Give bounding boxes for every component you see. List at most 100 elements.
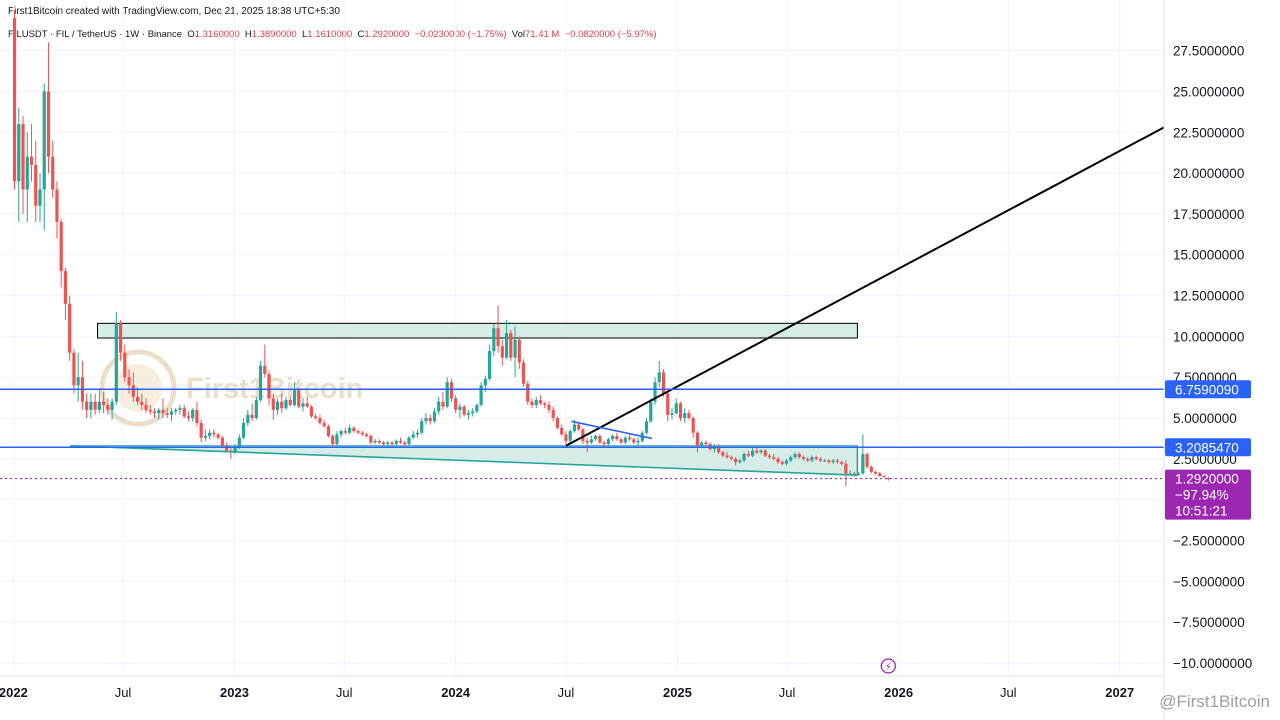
watermark-logo-icon bbox=[99, 349, 177, 427]
candle bbox=[140, 393, 144, 410]
candle-body bbox=[144, 404, 148, 410]
candle bbox=[623, 435, 627, 445]
candle-body bbox=[411, 434, 415, 438]
open-value: 1.3160000 bbox=[194, 29, 240, 40]
candle bbox=[326, 424, 331, 438]
candle-body bbox=[390, 442, 394, 445]
candle bbox=[700, 440, 704, 448]
candle-body bbox=[844, 463, 848, 474]
candle bbox=[818, 457, 823, 463]
candle-body bbox=[148, 409, 152, 412]
hline-price-tag bbox=[1165, 438, 1251, 457]
ohlc-legend: FILUSDT · FIL / TetherUS · 1W · Binance … bbox=[8, 29, 657, 40]
y-tick-label: 17.5000000 bbox=[1173, 207, 1244, 222]
low-value: 1.1610000 bbox=[307, 29, 353, 40]
candle-body bbox=[424, 418, 428, 422]
candle-body bbox=[636, 440, 640, 443]
candle-body bbox=[772, 457, 776, 459]
candle bbox=[500, 339, 504, 366]
candle bbox=[157, 408, 161, 420]
candle-body bbox=[318, 418, 322, 423]
candle-body bbox=[114, 323, 118, 402]
candle bbox=[619, 437, 623, 445]
candle bbox=[521, 359, 526, 388]
volume-change: −0.0820000 (−5.97%) bbox=[564, 29, 657, 40]
candle-body bbox=[360, 432, 364, 435]
candle-body bbox=[250, 414, 254, 419]
candle-body bbox=[577, 424, 581, 430]
candle-body bbox=[657, 372, 661, 383]
time-axis[interactable]: 2022 Jul 2023 Jul 2024 Jul 2025 Jul 2026 Jul 2027 bbox=[0, 685, 1134, 700]
candle-body bbox=[85, 401, 89, 410]
candle bbox=[356, 429, 360, 435]
candle bbox=[475, 403, 479, 414]
candle bbox=[292, 382, 297, 407]
candle-body bbox=[437, 401, 441, 412]
candle bbox=[275, 398, 280, 415]
candle bbox=[63, 267, 68, 321]
candle bbox=[636, 437, 640, 446]
x-tick-label: Jul bbox=[1000, 685, 1017, 700]
candle bbox=[763, 449, 767, 458]
candle bbox=[432, 408, 437, 423]
resistance-zone bbox=[97, 322, 858, 339]
candle bbox=[780, 460, 784, 466]
volume-label: Vol bbox=[511, 29, 525, 40]
candle bbox=[793, 452, 797, 459]
candle bbox=[801, 455, 806, 461]
falling-wedge-top bbox=[571, 420, 653, 440]
candle bbox=[610, 434, 615, 441]
candle-body bbox=[483, 378, 487, 386]
candle bbox=[882, 475, 886, 478]
candle bbox=[246, 409, 250, 427]
candle-body bbox=[729, 457, 733, 459]
candle-body bbox=[551, 409, 555, 419]
candle-body bbox=[517, 339, 521, 363]
candle-body bbox=[420, 421, 424, 433]
candle bbox=[314, 413, 318, 420]
hline-price-label: 6.7590090 bbox=[1175, 382, 1239, 397]
candle-body bbox=[373, 440, 377, 443]
candle bbox=[25, 132, 29, 223]
candle bbox=[144, 398, 148, 414]
candle bbox=[466, 409, 470, 420]
candle-body bbox=[721, 452, 725, 456]
candle bbox=[309, 404, 314, 419]
candle bbox=[759, 449, 763, 454]
candle bbox=[873, 470, 878, 476]
candle-body bbox=[102, 401, 106, 405]
y-tick-label: 27.5000000 bbox=[1173, 44, 1244, 59]
candle bbox=[390, 440, 394, 446]
candle bbox=[704, 440, 708, 446]
symbol-label[interactable]: FILUSDT · FIL / TetherUS · 1W · Binance bbox=[8, 29, 183, 40]
candle-body bbox=[602, 442, 606, 445]
candle-body bbox=[55, 189, 59, 223]
candle-body bbox=[369, 435, 373, 443]
candle bbox=[89, 393, 93, 419]
candle-body bbox=[475, 404, 479, 412]
candle bbox=[394, 439, 398, 446]
candle bbox=[458, 403, 462, 419]
candle bbox=[203, 429, 208, 441]
event-marker[interactable]: ⚡ bbox=[880, 658, 896, 674]
candle bbox=[670, 408, 674, 420]
candle-body bbox=[755, 450, 759, 453]
candle-body bbox=[377, 440, 381, 443]
candle-body bbox=[343, 431, 347, 433]
price-axis[interactable]: 27.5000000 25.0000000 22.5000000 20.0000000… bbox=[1173, 44, 1252, 671]
close-label: C bbox=[357, 29, 365, 40]
high-value: 1.3890000 bbox=[251, 29, 297, 40]
candle-body bbox=[649, 401, 653, 422]
candle bbox=[241, 418, 246, 440]
candle-body bbox=[598, 435, 602, 443]
candle-body bbox=[186, 416, 191, 419]
candle-body bbox=[661, 372, 666, 394]
candle bbox=[577, 422, 581, 432]
candle-body bbox=[339, 431, 343, 435]
candle-body bbox=[712, 447, 716, 450]
candle-body bbox=[356, 431, 360, 433]
candle-body bbox=[51, 156, 55, 190]
candle-body bbox=[17, 124, 21, 182]
candle-body bbox=[797, 453, 801, 458]
